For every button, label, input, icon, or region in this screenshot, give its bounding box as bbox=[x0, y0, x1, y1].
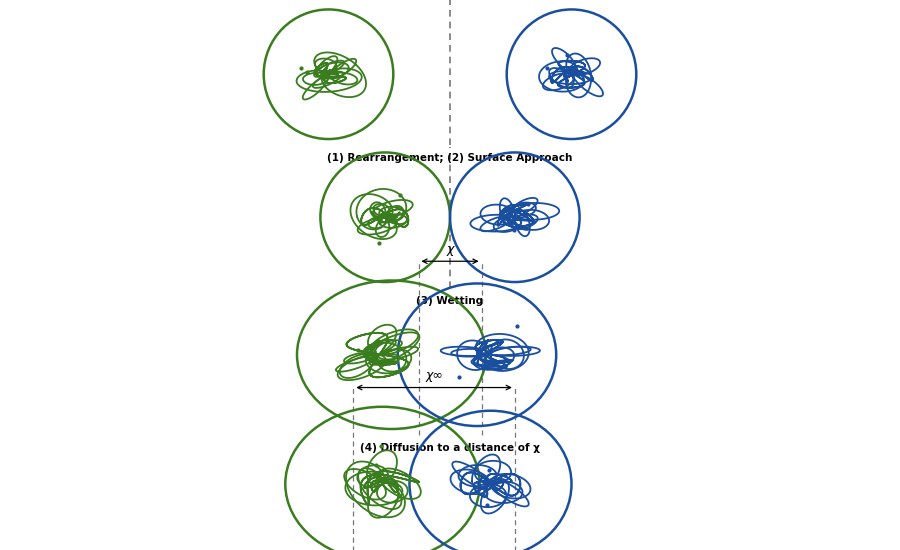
Text: χ: χ bbox=[446, 243, 454, 256]
Text: (3) Wetting: (3) Wetting bbox=[417, 296, 483, 306]
Text: (4) Diffusion to a distance of χ: (4) Diffusion to a distance of χ bbox=[360, 443, 540, 453]
Text: (1) Rearrangement; (2) Surface Approach: (1) Rearrangement; (2) Surface Approach bbox=[328, 153, 572, 163]
Text: χ∞: χ∞ bbox=[425, 369, 443, 382]
